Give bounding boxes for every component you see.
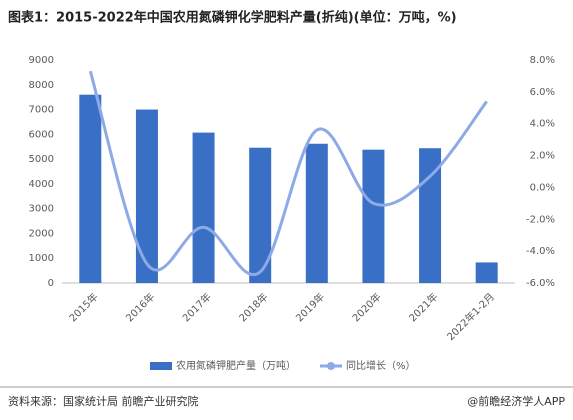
y2-tick-label: 6.0% <box>530 87 555 98</box>
y2-tick-label: 4.0% <box>530 119 555 130</box>
bar <box>79 94 102 283</box>
y-tick-label: 1000 <box>29 253 54 264</box>
y-tick-label: 5000 <box>29 154 54 165</box>
bar <box>135 109 158 283</box>
x-tick-label: 2022年1-2月 <box>444 290 497 343</box>
y-tick-label: 9000 <box>29 55 54 66</box>
x-tick-label: 2020年 <box>349 290 383 324</box>
legend-swatch <box>150 362 172 370</box>
x-tick-label: 2018年 <box>236 290 270 324</box>
x-tick-label: 2021年 <box>406 290 440 324</box>
credit: @前瞻经济学人APP <box>467 394 565 408</box>
legend-label: 同比增长（%） <box>346 359 416 372</box>
legend-label: 农用氮磷钾肥产量（万吨） <box>176 359 296 372</box>
y2-tick-label: -2.0% <box>526 214 555 225</box>
bar <box>475 262 498 283</box>
y-tick-label: 7000 <box>29 105 54 116</box>
source: 资料来源：国家统计局 前瞻产业研究院 <box>8 394 199 408</box>
y-tick-label: 8000 <box>29 80 54 91</box>
y2-tick-label: 2.0% <box>530 151 555 162</box>
x-tick-label: 2016年 <box>123 290 157 324</box>
y-tick-label: 3000 <box>29 204 54 215</box>
bar <box>192 132 215 283</box>
line <box>88 70 488 276</box>
y-tick-label: 0 <box>48 278 54 289</box>
x-tick-label: 2019年 <box>293 290 327 324</box>
bar <box>362 149 385 283</box>
x-tick-label: 2015年 <box>66 290 100 324</box>
y-tick-label: 6000 <box>29 129 54 140</box>
y2-tick-label: -4.0% <box>526 246 555 257</box>
y2-tick-label: 8.0% <box>530 55 555 66</box>
bar <box>305 143 328 283</box>
y2-tick-label: 0.0% <box>530 182 555 193</box>
y-tick-label: 2000 <box>29 228 54 239</box>
bar <box>249 147 272 283</box>
y2-tick-label: -6.0% <box>526 278 555 289</box>
y-tick-label: 4000 <box>29 179 54 190</box>
x-tick-label: 2017年 <box>180 290 214 324</box>
legend-swatch <box>327 362 335 370</box>
chart-title: 图表1：2015-2022年中国农用氮磷钾化学肥料产量(折纯)(单位：万吨，%) <box>8 10 457 26</box>
